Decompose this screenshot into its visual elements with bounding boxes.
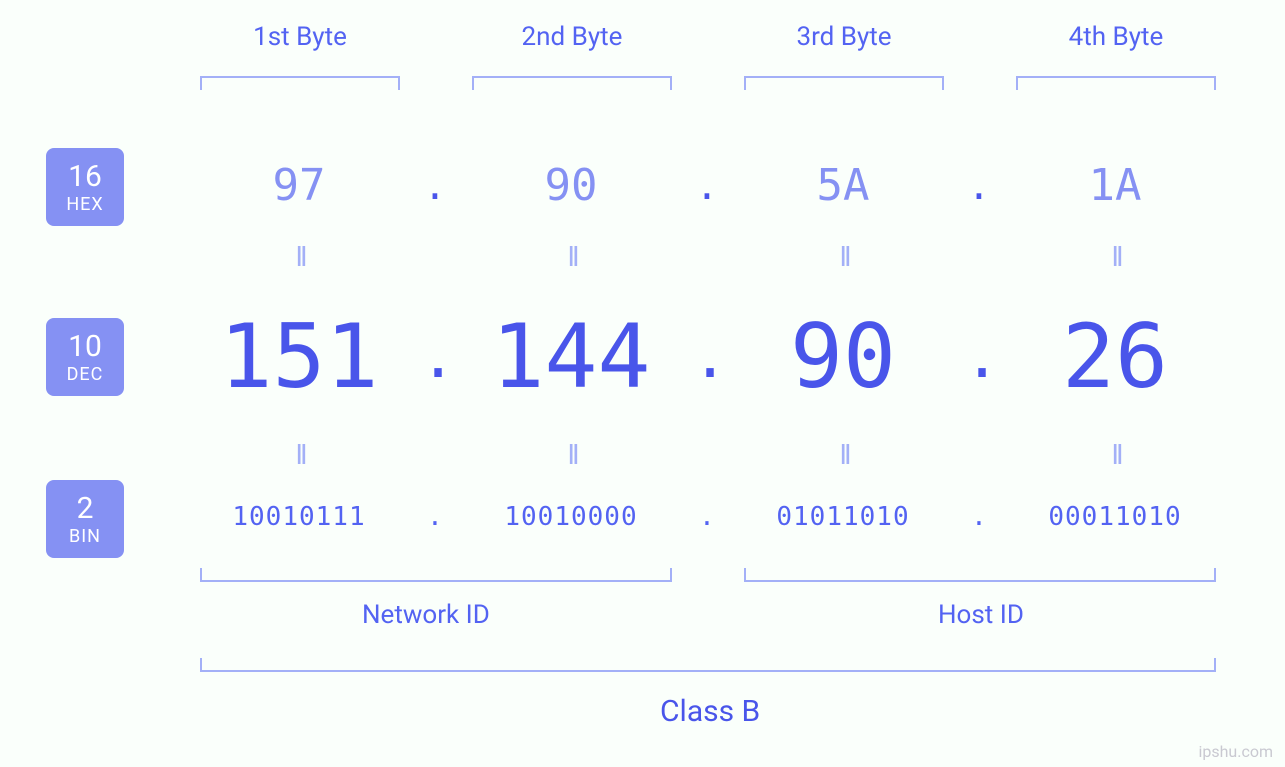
eq-dec-bin-2: II xyxy=(542,438,602,471)
bin-byte-1: 10010111 xyxy=(178,502,420,532)
host-id-label: Host ID xyxy=(938,600,1024,630)
bracket-network xyxy=(200,568,672,582)
badge-dec: 10 DEC xyxy=(46,318,124,396)
eq-dec-bin-4: II xyxy=(1086,438,1146,471)
bracket-byte-3 xyxy=(744,76,944,90)
dec-dot-1: . xyxy=(420,322,450,392)
hex-dot-2: . xyxy=(692,164,722,208)
bracket-host xyxy=(744,568,1216,582)
eq-hex-dec-1: II xyxy=(270,240,330,273)
watermark: ipshu.com xyxy=(1198,742,1273,761)
badge-bin: 2 BIN xyxy=(46,480,124,558)
badge-dec-base: 10 xyxy=(68,330,102,363)
badge-hex-abbr: HEX xyxy=(66,195,103,215)
eq-dec-bin-3: II xyxy=(814,438,874,471)
byte-header-3: 3rd Byte xyxy=(744,22,944,52)
hex-dot-3: . xyxy=(964,164,994,208)
hex-byte-2: 90 xyxy=(450,160,692,211)
bracket-byte-2 xyxy=(472,76,672,90)
bin-dot-3: . xyxy=(964,502,994,532)
hex-byte-1: 97 xyxy=(178,160,420,211)
hex-dot-1: . xyxy=(420,164,450,208)
badge-bin-abbr: BIN xyxy=(69,527,101,547)
row-hex: 97 . 90 . 5A . 1A xyxy=(178,160,1236,211)
badge-hex-base: 16 xyxy=(68,160,102,193)
bin-dot-2: . xyxy=(692,502,722,532)
byte-header-4: 4th Byte xyxy=(1016,22,1216,52)
bin-byte-3: 01011010 xyxy=(722,502,964,532)
bracket-byte-4 xyxy=(1016,76,1216,90)
bin-byte-2: 10010000 xyxy=(450,502,692,532)
dec-dot-3: . xyxy=(964,322,994,392)
byte-header-2: 2nd Byte xyxy=(472,22,672,52)
hex-byte-4: 1A xyxy=(994,160,1236,211)
eq-dec-bin-1: II xyxy=(270,438,330,471)
badge-hex: 16 HEX xyxy=(46,148,124,226)
bin-byte-4: 00011010 xyxy=(994,502,1236,532)
row-bin: 10010111 . 10010000 . 01011010 . 0001101… xyxy=(178,502,1236,532)
bin-dot-1: . xyxy=(420,502,450,532)
ip-diagram: 1st Byte 2nd Byte 3rd Byte 4th Byte 16 H… xyxy=(0,0,1285,767)
class-label: Class B xyxy=(660,694,760,729)
badge-dec-abbr: DEC xyxy=(67,365,104,385)
network-id-label: Network ID xyxy=(362,600,490,630)
dec-byte-1: 151 xyxy=(178,305,420,408)
badge-bin-base: 2 xyxy=(77,492,94,525)
dec-byte-3: 90 xyxy=(722,305,964,408)
row-dec: 151 . 144 . 90 . 26 xyxy=(178,305,1236,408)
hex-byte-3: 5A xyxy=(722,160,964,211)
bracket-byte-1 xyxy=(200,76,400,90)
bracket-class xyxy=(200,658,1216,672)
dec-dot-2: . xyxy=(692,322,722,392)
eq-hex-dec-4: II xyxy=(1086,240,1146,273)
byte-header-1: 1st Byte xyxy=(200,22,400,52)
dec-byte-4: 26 xyxy=(994,305,1236,408)
eq-hex-dec-2: II xyxy=(542,240,602,273)
eq-hex-dec-3: II xyxy=(814,240,874,273)
dec-byte-2: 144 xyxy=(450,305,692,408)
